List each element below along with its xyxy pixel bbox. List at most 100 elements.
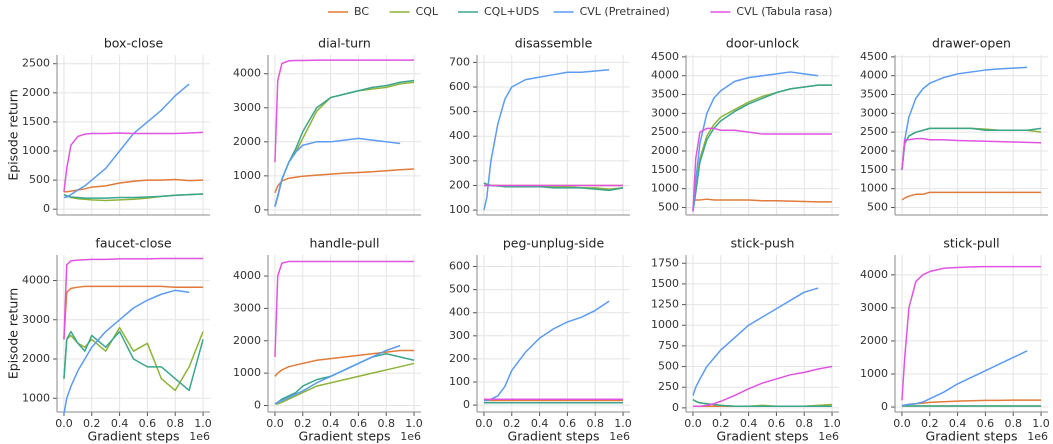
legend-label: CVL (Pretrained)	[580, 5, 670, 18]
y-tick-label: 4000	[651, 69, 679, 82]
y-tick-label: 3000	[860, 301, 888, 314]
x-tick-label: 1.0	[194, 417, 212, 430]
x-tick-label: 0.8	[586, 417, 604, 430]
x-axis-label: Gradient steps	[508, 429, 600, 444]
y-tick-label: 2000	[860, 144, 888, 157]
y-tick-label: 1000	[860, 367, 888, 380]
panel-title: faucet-close	[95, 236, 171, 251]
y-tick-label: 4000	[22, 274, 50, 287]
y-tick-label: 4000	[233, 67, 261, 80]
series-line: CVL (Tabula rasa)	[692, 365, 833, 407]
y-tick-label: 0	[672, 401, 679, 414]
y-tick-label: 2000	[651, 144, 679, 157]
x-tick-label: 0.2	[921, 417, 939, 430]
y-tick-label: 500	[29, 173, 50, 186]
y-tick-label: 2000	[233, 334, 261, 347]
series-line: BC	[901, 191, 1042, 201]
y-tick-label: 3000	[22, 313, 50, 326]
x-tick-label: 0.6	[559, 417, 577, 430]
x-tick-label: 0.0	[55, 417, 73, 430]
y-tick-label: 0	[254, 399, 261, 412]
series-line: CVL (Pretrained)	[63, 83, 190, 199]
y-tick-label: 1500	[22, 115, 50, 128]
y-tick-label: 500	[658, 200, 679, 213]
y-tick-label: 3000	[233, 101, 261, 114]
series-line: CVL (Pretrained)	[692, 71, 819, 212]
x-tick-label: 0.8	[795, 417, 813, 430]
series-line: CQL+UDS	[692, 84, 833, 212]
y-tick-label: 2500	[22, 57, 50, 70]
x-tick-label: 1.0	[405, 417, 423, 430]
x-tick-label: 0.2	[294, 417, 312, 430]
y-tick-label: 3500	[651, 88, 679, 101]
y-tick-label: 3000	[860, 106, 888, 119]
series-line: CVL (Pretrained)	[483, 300, 610, 402]
y-tick-label: 1000	[233, 169, 261, 182]
legend-label: CVL (Tabula rasa)	[736, 5, 832, 18]
x-offset-label: 1e6	[1027, 430, 1048, 443]
panel-title: drawer-open	[932, 36, 1011, 51]
series-line: CQL+UDS	[692, 398, 833, 407]
series-line: BC	[274, 168, 415, 194]
y-tick-label: 200	[449, 352, 470, 365]
x-axis-label: Gradient steps	[926, 429, 1018, 444]
y-tick-label: 1000	[233, 366, 261, 379]
y-tick-label: 1000	[651, 182, 679, 195]
series-line: CVL (Tabula rasa)	[901, 265, 1042, 401]
x-tick-label: 0.6	[977, 417, 995, 430]
y-tick-label: 400	[449, 306, 470, 319]
y-tick-label: 4500	[860, 50, 888, 63]
panel-title: box-close	[104, 36, 164, 51]
y-tick-label: 2500	[860, 125, 888, 138]
series-line: BC	[274, 349, 415, 377]
y-tick-label: 1500	[651, 277, 679, 290]
series-line: CVL (Tabula rasa)	[274, 59, 415, 163]
panel-title: disassemble	[515, 36, 593, 51]
y-axis-label: Episode return	[6, 288, 21, 379]
y-tick-label: 1500	[651, 163, 679, 176]
x-tick-label: 0.4	[111, 417, 129, 430]
series-line: CVL (Pretrained)	[692, 287, 819, 396]
y-tick-label: 2000	[22, 86, 50, 99]
y-tick-label: 2000	[860, 334, 888, 347]
legend-label: CQL	[416, 5, 439, 18]
y-tick-label: 1500	[860, 163, 888, 176]
x-tick-label: 1.0	[614, 417, 632, 430]
x-tick-label: 1.0	[823, 417, 841, 430]
series-line: CQL	[274, 362, 415, 405]
y-tick-label: 500	[867, 200, 888, 213]
y-tick-label: 0	[254, 203, 261, 216]
x-tick-label: 0.4	[949, 417, 967, 430]
series-line: CVL (Pretrained)	[63, 289, 190, 415]
series-line: BC	[692, 198, 833, 203]
y-tick-label: 0	[43, 202, 50, 215]
x-tick-label: 0.0	[684, 417, 702, 430]
y-tick-label: 2000	[22, 352, 50, 365]
x-axis-label: Gradient steps	[717, 429, 809, 444]
series-line: CVL (Pretrained)	[274, 344, 401, 405]
panel-title: stick-pull	[943, 236, 999, 251]
series-line: BC	[63, 285, 204, 340]
legend-label: BC	[354, 5, 369, 18]
panel-title: dial-turn	[318, 36, 371, 51]
y-tick-label: 1000	[860, 182, 888, 195]
y-tick-label: 1250	[651, 298, 679, 311]
x-tick-label: 0.8	[1004, 417, 1022, 430]
x-tick-label: 0.6	[768, 417, 786, 430]
x-tick-label: 0.2	[83, 417, 101, 430]
y-tick-label: 100	[449, 375, 470, 388]
x-tick-label: 1.0	[1032, 417, 1050, 430]
x-offset-label: 1e6	[609, 430, 630, 443]
series-line: CVL (Tabula rasa)	[692, 127, 833, 212]
y-tick-label: 500	[658, 360, 679, 373]
x-tick-label: 0.2	[712, 417, 730, 430]
series-line: CQL+UDS	[274, 79, 415, 207]
series-line: CVL (Tabula rasa)	[901, 137, 1042, 170]
y-tick-label: 200	[449, 178, 470, 191]
y-tick-label: 750	[658, 339, 679, 352]
y-tick-label: 1000	[22, 144, 50, 157]
panel-title: stick-push	[731, 236, 795, 251]
y-tick-label: 3500	[860, 88, 888, 101]
y-tick-label: 300	[449, 329, 470, 342]
y-tick-label: 250	[658, 380, 679, 393]
